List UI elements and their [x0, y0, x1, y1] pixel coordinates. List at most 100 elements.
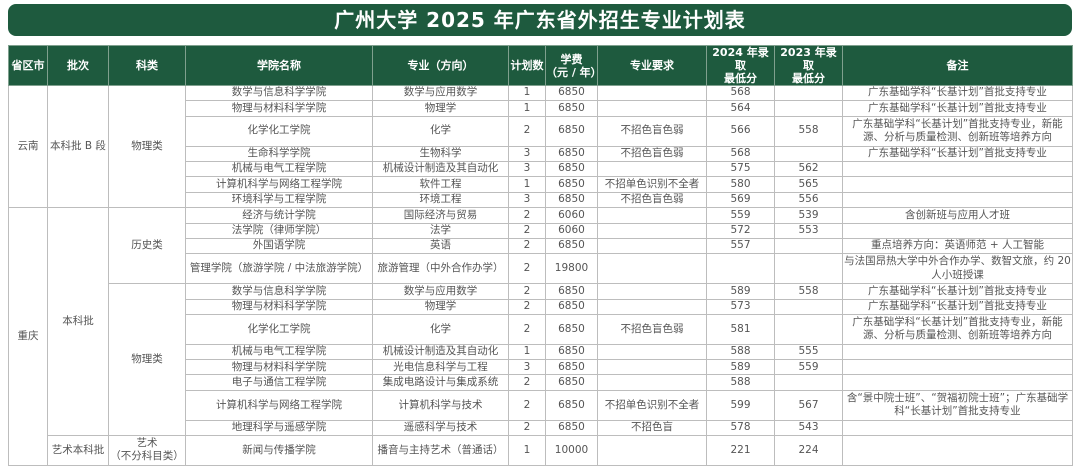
- major-cell: 机械设计制造及其自动化: [372, 343, 509, 361]
- page-title: 广州大学 2025 年广东省外招生专业计划表: [8, 4, 1072, 36]
- note-cell: 广东基础学科“长基计划”首批支持专业，新能源、分析与质量检测、创新班等培养方向: [842, 313, 1073, 345]
- tuition-cell: 6850: [545, 419, 598, 437]
- min-score-2024-cell: 559: [706, 207, 775, 224]
- table-row: 环境科学与工程学院 环境工程 3 6850 不招色盲色弱 569 556: [9, 191, 1073, 209]
- plan-count-cell: 1: [508, 343, 546, 361]
- min-score-2024-cell: 599: [706, 389, 775, 421]
- min-score-2023-cell: 543: [774, 419, 843, 437]
- college-cell: 电子与通信工程学院: [185, 374, 373, 391]
- plan-count-cell: 2: [508, 419, 546, 437]
- major-cell: 数学与应用数学: [372, 84, 509, 102]
- min-score-2024-cell: 568: [706, 84, 775, 102]
- note-cell: [842, 176, 1073, 193]
- min-score-2023-cell: 565: [774, 176, 843, 193]
- major-cell: 英语: [372, 237, 509, 255]
- column-header: 批次: [47, 45, 109, 86]
- min-score-2023-cell: [774, 237, 843, 255]
- tuition-cell: 6850: [545, 389, 598, 421]
- note-cell: 重点培养方向：英语师范 + 人工智能: [842, 237, 1073, 255]
- plan-count-cell: 3: [508, 145, 546, 162]
- major-cell: 物理学: [372, 100, 509, 117]
- min-score-2023-cell: 224: [774, 435, 843, 466]
- tuition-cell: 6850: [545, 115, 598, 147]
- requirement-cell: [597, 100, 707, 117]
- tuition-cell: 6850: [545, 160, 598, 178]
- column-header: 专业（方向）: [372, 45, 509, 86]
- major-cell: 光电信息科学与工程: [372, 359, 509, 376]
- major-cell: 计算机科学与技术: [372, 389, 509, 421]
- note-cell: 与法国昂热大学中外合作办学、数智文旅，约 20 人小班授课: [842, 253, 1073, 285]
- column-header: 学院名称: [185, 45, 373, 86]
- min-score-2023-cell: [774, 253, 843, 285]
- min-score-2023-cell: [774, 313, 843, 345]
- tuition-cell: 10000: [545, 435, 598, 466]
- requirement-cell: [597, 160, 707, 178]
- requirement-cell: [597, 283, 707, 300]
- plan-count-cell: 3: [508, 359, 546, 376]
- college-cell: 物理与材料科学学院: [185, 359, 373, 376]
- major-cell: 国际经济与贸易: [372, 207, 509, 224]
- requirement-cell: [597, 84, 707, 102]
- requirement-cell: 不招色盲色弱: [597, 115, 707, 147]
- note-cell: 广东基础学科“长基计划”首批支持专业: [842, 298, 1073, 315]
- column-header: 省区市: [8, 45, 48, 86]
- major-cell: 遥感科学与技术: [372, 419, 509, 437]
- table-body: 云南 本科批 B 段物理类 数学与信息科学学院 数学与应用数学 1 6850 568 广东基础…: [8, 84, 1073, 466]
- plan-count-cell: 1: [508, 176, 546, 193]
- table-row: 化学化工学院 化学 2 6850 不招色盲色弱 581 广东基础学科“长基计划”首批支持专业…: [9, 313, 1073, 345]
- note-cell: [842, 359, 1073, 376]
- college-cell: 经济与统计学院: [185, 207, 373, 224]
- note-cell: [842, 222, 1073, 239]
- note-cell: [842, 419, 1073, 437]
- major-cell: 集成电路设计与集成系统: [372, 374, 509, 391]
- min-score-2024-cell: 588: [706, 343, 775, 361]
- min-score-2023-cell: [774, 374, 843, 391]
- min-score-2024-cell: 566: [706, 115, 775, 147]
- min-score-2024-cell: 580: [706, 176, 775, 193]
- tuition-cell: 6850: [545, 191, 598, 209]
- category-cell: 物理类: [108, 84, 186, 209]
- min-score-2024-cell: 589: [706, 283, 775, 300]
- min-score-2024-cell: 588: [706, 374, 775, 391]
- requirement-cell: 不招单色识别不全者: [597, 389, 707, 421]
- column-header: 学费 （元 / 年）: [545, 45, 602, 86]
- major-cell: 物理学: [372, 298, 509, 315]
- tuition-cell: 6850: [545, 237, 598, 255]
- major-cell: 环境工程: [372, 191, 509, 209]
- plan-count-cell: 2: [508, 313, 546, 345]
- requirement-cell: [597, 298, 707, 315]
- requirement-cell: [597, 253, 707, 285]
- tuition-cell: 6850: [545, 100, 598, 117]
- plan-count-cell: 1: [508, 100, 546, 117]
- major-cell: 法学: [372, 222, 509, 239]
- min-score-2023-cell: 558: [774, 115, 843, 147]
- table-row: 化学化工学院 化学 2 6850 不招色盲色弱 566 558 广东基础学科“长基计划”首批支…: [9, 115, 1073, 147]
- tuition-cell: 6850: [545, 176, 598, 193]
- table-row: 物理与材料科学学院 光电信息科学与工程 3 6850 589 559: [9, 359, 1073, 376]
- table-row: 物理类 数学与信息科学学院 数学与应用数学 2 6850 589 558 广东基础学科“长基计…: [9, 283, 1073, 437]
- table-row: 地理科学与遥感学院 遥感科学与技术 2 6850 不招色盲 578 543: [9, 419, 1073, 437]
- table-row: 云南 本科批 B 段物理类 数学与信息科学学院 数学与应用数学 1 6850 568 广东基础…: [8, 84, 1073, 209]
- requirement-cell: [597, 207, 707, 224]
- table-row: 电子与通信工程学院 集成电路设计与集成系统 2 6850 588: [9, 374, 1073, 391]
- plan-count-cell: 1: [508, 435, 546, 466]
- note-cell: [842, 191, 1073, 209]
- tuition-cell: 19800: [545, 253, 598, 285]
- plan-count-cell: 2: [508, 115, 546, 147]
- column-header: 计划数: [508, 45, 546, 86]
- requirement-cell: [597, 435, 707, 466]
- college-cell: 管理学院（旅游学院 / 中法旅游学院）: [185, 253, 373, 285]
- note-cell: [842, 343, 1073, 361]
- min-score-2024-cell: 564: [706, 100, 775, 117]
- min-score-2024-cell: 575: [706, 160, 775, 178]
- category-cell: 艺术 （不分科目类）: [108, 435, 186, 466]
- major-cell: 机械设计制造及其自动化: [372, 160, 509, 178]
- requirement-cell: [597, 343, 707, 361]
- college-cell: 物理与材料科学学院: [185, 298, 373, 315]
- table-row: 计算机科学与网络工程学院 计算机科学与技术 2 6850 不招单色识别不全者 599 567…: [9, 389, 1073, 421]
- college-cell: 生命科学学院: [185, 145, 373, 162]
- major-cell: 旅游管理（中外合作办学）: [372, 253, 509, 285]
- tuition-cell: 6060: [545, 222, 598, 239]
- requirement-cell: [597, 237, 707, 255]
- category-cell: 历史类: [108, 207, 186, 285]
